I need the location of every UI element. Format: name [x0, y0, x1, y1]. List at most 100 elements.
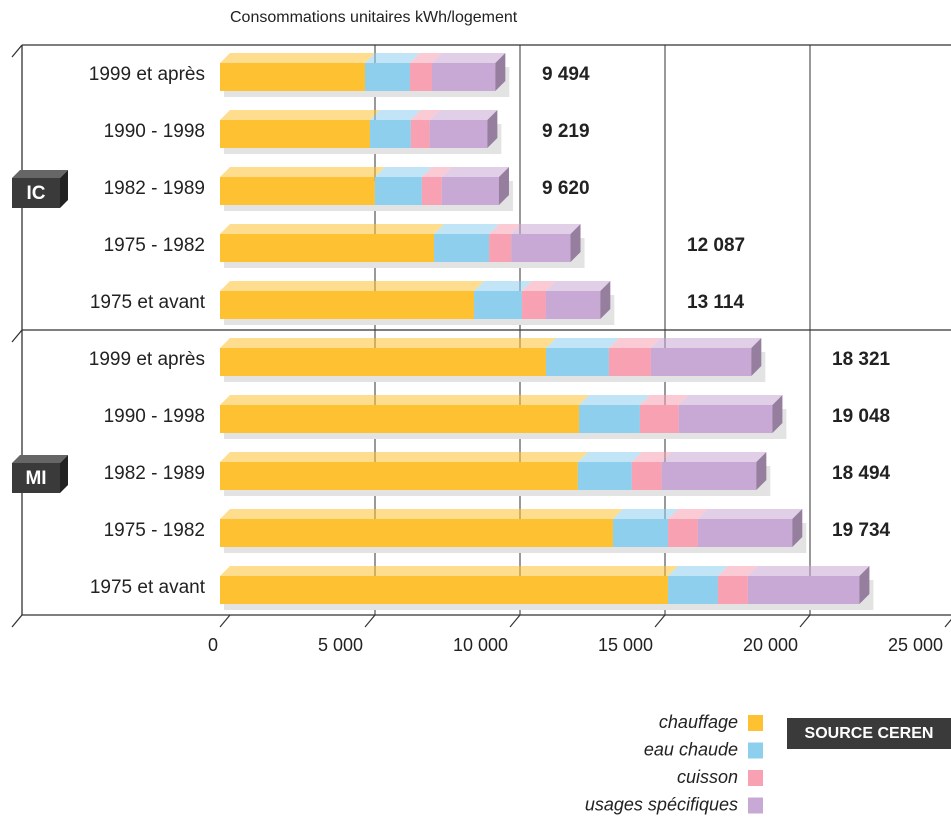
bar-segment	[220, 291, 475, 319]
category-label: 1975 et avant	[90, 292, 206, 313]
bar-segment-top	[579, 395, 650, 405]
bar-segment-top	[220, 281, 485, 291]
group-label: IC	[27, 183, 46, 204]
bar-end	[751, 338, 762, 376]
bar-segment-top	[608, 338, 661, 348]
bar-segment	[220, 462, 578, 490]
bar-end	[792, 509, 803, 547]
x-tick	[219, 614, 231, 628]
bar-segment-top	[220, 110, 380, 120]
x-tick	[654, 614, 666, 628]
bar-segment-top	[474, 281, 532, 291]
group-box-top	[12, 455, 68, 463]
bar-end-shade	[756, 452, 767, 490]
bar-end-shade	[495, 53, 506, 91]
bar-segment-top	[369, 110, 421, 120]
bar-segment-top	[678, 395, 783, 405]
x-tick-label: 25 000	[888, 635, 943, 655]
bar-end	[487, 110, 498, 148]
legend-label: cuisson	[677, 767, 738, 787]
bar-segment	[511, 234, 571, 262]
category-label: 1982 - 1989	[104, 178, 205, 199]
bar-segment-top	[521, 281, 556, 291]
bar-segment-top	[220, 167, 385, 177]
x-tick	[364, 614, 376, 628]
total-label: 9 494	[542, 64, 590, 85]
category-label: 1990 - 1998	[104, 121, 205, 142]
total-label: 19 734	[832, 520, 891, 541]
x-tick	[509, 614, 521, 628]
bar-segment-top	[545, 338, 619, 348]
bar-end-shade	[487, 110, 498, 148]
bar-segment	[668, 519, 698, 547]
total-label: 19 048	[832, 406, 890, 427]
bar-segment	[545, 348, 609, 376]
bar-end	[756, 452, 767, 490]
group-box	[12, 463, 60, 493]
bar-end	[498, 167, 509, 205]
bar-segment	[697, 519, 793, 547]
bar-segment	[409, 63, 432, 91]
group-box-side	[60, 455, 68, 493]
bar-segment	[434, 234, 490, 262]
bar-segment	[577, 462, 632, 490]
bar-segment	[410, 120, 430, 148]
category-label: 1990 - 1998	[104, 406, 205, 427]
bar-end	[495, 53, 506, 91]
bar-segment-top	[409, 53, 442, 63]
bar-end-shade	[570, 224, 581, 262]
bar-end-shade	[600, 281, 611, 319]
perspective-edge	[11, 614, 23, 628]
group-label: MI	[25, 468, 46, 489]
bar-segment	[220, 519, 613, 547]
category-label: 1975 et avant	[90, 577, 206, 598]
bar-segment	[474, 291, 522, 319]
bar-end	[859, 566, 870, 604]
bar-segment	[608, 348, 651, 376]
bar-segment	[612, 519, 669, 547]
bar-segment	[429, 120, 488, 148]
legend-swatch	[748, 715, 763, 731]
bar-segment	[441, 177, 499, 205]
total-label: 18 321	[832, 349, 891, 370]
category-label: 1982 - 1989	[104, 463, 205, 484]
x-tick	[799, 614, 811, 628]
bar-segment	[668, 576, 718, 604]
bar-segment-top	[434, 224, 500, 234]
bar-segment-top	[365, 53, 420, 63]
bar-end	[600, 281, 611, 319]
x-tick	[944, 618, 951, 628]
bar-segment	[365, 63, 410, 91]
bar-segment	[639, 405, 679, 433]
bar-segment-top	[220, 53, 375, 63]
bar-segment	[545, 291, 601, 319]
bar-segment	[678, 405, 773, 433]
x-tick-label: 20 000	[743, 635, 798, 655]
bar-segment	[717, 576, 748, 604]
category-label: 1999 et après	[89, 64, 205, 85]
bar-segment-top	[612, 509, 679, 519]
bar-segment-top	[697, 509, 803, 519]
bar-segment	[220, 234, 435, 262]
bar-segment	[369, 120, 411, 148]
bar-segment	[521, 291, 546, 319]
bar-end-shade	[498, 167, 509, 205]
x-tick-label: 5 000	[318, 635, 363, 655]
chart-title: Consommations unitaires kWh/logement	[230, 9, 518, 26]
bar-segment-top	[668, 566, 728, 576]
bar-segment-top	[650, 338, 762, 348]
bar-segment-top	[489, 224, 522, 234]
category-label: 1975 - 1982	[104, 520, 205, 541]
bar-segment	[421, 177, 442, 205]
bar-end	[570, 224, 581, 262]
bar-segment	[747, 576, 860, 604]
bar-segment	[220, 576, 669, 604]
bar-end	[772, 395, 783, 433]
bar-end-shade	[751, 338, 762, 376]
total-label: 9 219	[542, 121, 590, 142]
bar-segment	[489, 234, 512, 262]
source: SOURCE CEREN	[805, 725, 934, 742]
legend-swatch	[748, 770, 763, 786]
group-box	[12, 178, 60, 208]
